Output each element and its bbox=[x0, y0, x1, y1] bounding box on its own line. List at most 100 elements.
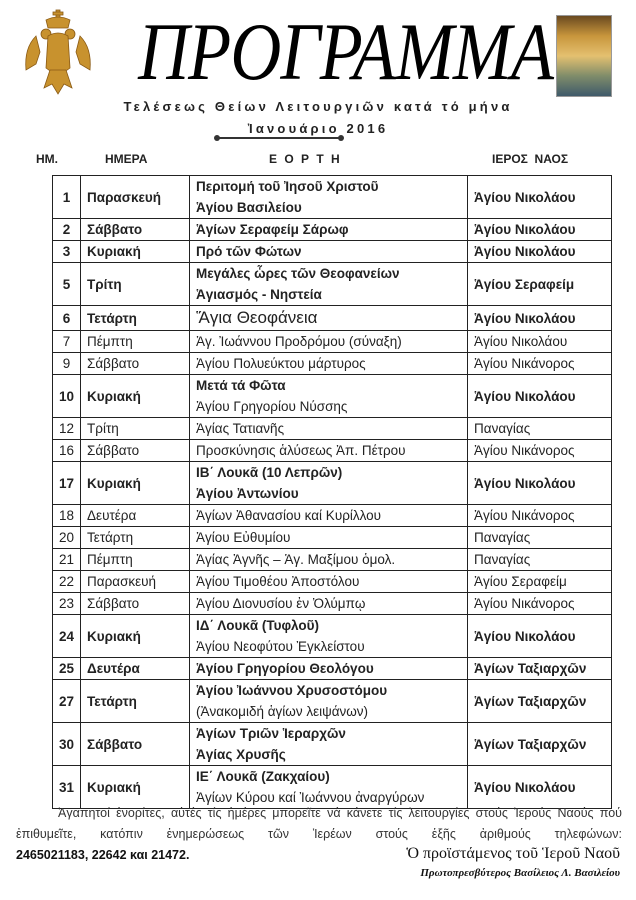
day-cell: 30 bbox=[51, 722, 82, 766]
feast-line: Μετά τά Φῶτα bbox=[196, 378, 286, 393]
church-cell: Ἁγίου Νικολάου bbox=[467, 240, 612, 263]
feast-cell: Μετά τά Φῶτα Ἁγίου Γρηγορίου Νύσσης bbox=[189, 374, 469, 418]
feast-line: ΙΕ΄ Λουκᾶ (Ζακχαίου) bbox=[196, 769, 330, 784]
church-cell: Παναγίας bbox=[467, 417, 612, 440]
feast-cell: Ἁγίου Διονυσίου ἐν Ὀλύμπῳ bbox=[189, 592, 469, 615]
day-cell: 5 bbox=[51, 262, 82, 306]
table-row: 23 Σάββατο Ἁγίου Διονυσίου ἐν Ὀλύμπῳ Ἁγίου … bbox=[51, 592, 612, 615]
theophany-icon-image bbox=[556, 15, 612, 97]
double-headed-eagle-emblem bbox=[25, 9, 91, 95]
day-cell: 22 bbox=[51, 570, 82, 593]
church-cell: Ἁγίου Νικολάου bbox=[467, 765, 612, 809]
table-row: 21 Πέμπτη Ἁγίας Ἁγνῆς – Ἁγ. Μαξίμου ὁμολ. Π… bbox=[51, 548, 612, 571]
feast-line: Πρό τῶν Φώτων bbox=[196, 244, 302, 259]
day-cell: 1 bbox=[51, 175, 82, 219]
table-row: 17 Κυριακή ΙΒ΄ Λουκᾶ (10 Λεπρῶν) Ἁγίου Ἀντω… bbox=[51, 461, 612, 505]
decorative-divider bbox=[214, 135, 344, 141]
feast-line: Ἁγίου Τιμοθέου Ἀποστόλου bbox=[196, 574, 360, 589]
weekday-cell: Κυριακή bbox=[80, 461, 191, 505]
feast-line: Ἁγίας Χρυσῆς bbox=[196, 747, 286, 762]
weekday-cell: Σάββατο bbox=[80, 722, 191, 766]
weekday-cell: Τετάρτη bbox=[80, 679, 191, 723]
church-cell: Ἁγίων Ταξιαρχῶν bbox=[467, 657, 612, 680]
table-row: 31 Κυριακή ΙΕ΄ Λουκᾶ (Ζακχαίου) Ἁγίων Κύρου… bbox=[51, 765, 612, 809]
schedule-table: 1 Παρασκευή Περιτομή τοῦ Ἰησοῦ Χριστοῦ Ἁγίο… bbox=[51, 175, 612, 809]
feast-line: Ἁγ. Ἰωάννου Προδρόμου (σύναξη) bbox=[196, 334, 402, 349]
weekday-cell: Κυριακή bbox=[80, 765, 191, 809]
day-cell: 27 bbox=[51, 679, 82, 723]
church-cell: Παναγίας bbox=[467, 548, 612, 571]
weekday-cell: Κυριακή bbox=[80, 374, 191, 418]
feast-cell: Περιτομή τοῦ Ἰησοῦ Χριστοῦ Ἁγίου Βασιλείο… bbox=[189, 175, 469, 219]
feast-line: Ἁγίων Κύρου καί Ἰωάννου ἀναργύρων bbox=[196, 790, 425, 805]
table-row: 6 Τετάρτη Ἅγια Θεοφάνεια Ἁγίου Νικολάου bbox=[51, 305, 612, 331]
day-cell: 9 bbox=[51, 352, 82, 375]
table-row: 16 Σάββατο Προσκύνησις ἁλύσεως Ἀπ. Πέτρου Ἁ… bbox=[51, 439, 612, 462]
column-header-day: ΗΜ. bbox=[36, 152, 58, 166]
church-cell: Ἁγίου Νικάνορος bbox=[467, 439, 612, 462]
feast-line: Ἁγιασμός - Νηστεία bbox=[196, 287, 322, 302]
weekday-cell: Κυριακή bbox=[80, 614, 191, 658]
feast-cell: ΙΔ΄ Λουκᾶ (Τυφλοῦ) Ἁγίου Νεοφύτου Ἐγκλείσ… bbox=[189, 614, 469, 658]
feast-cell: Ἅγια Θεοφάνεια bbox=[189, 305, 469, 331]
feast-cell: Ἁγίας Τατιανῆς bbox=[189, 417, 469, 440]
table-row: 27 Τετάρτη Ἁγίου Ἰωάννου Χρυσοστόμου (Ἀνακο… bbox=[51, 679, 612, 723]
feast-cell: Ἁγίας Ἁγνῆς – Ἁγ. Μαξίμου ὁμολ. bbox=[189, 548, 469, 571]
signature-title: Ὁ προϊστάμενος τοῦ Ἱεροῦ Ναοῦ bbox=[406, 845, 620, 862]
feast-line: Ἁγίων Ἀθανασίου καί Κυρίλλου bbox=[196, 508, 382, 523]
feast-line: Ἁγίων Τριῶν Ἱεραρχῶν bbox=[196, 726, 346, 741]
phone-numbers: 2465021183, 22642 και 21472. bbox=[16, 848, 190, 862]
feast-line: Ἁγίου Ἰωάννου Χρυσοστόμου bbox=[196, 683, 388, 698]
day-cell: 31 bbox=[51, 765, 82, 809]
church-cell: Ἁγίου Νικολάου bbox=[467, 305, 612, 331]
table-row: 1 Παρασκευή Περιτομή τοῦ Ἰησοῦ Χριστοῦ Ἁγίο… bbox=[51, 175, 612, 219]
feast-line: ΙΔ΄ Λουκᾶ (Τυφλοῦ) bbox=[196, 618, 319, 633]
feast-line: Ἁγίας Ἁγνῆς – Ἁγ. Μαξίμου ὁμολ. bbox=[196, 552, 396, 567]
church-cell: Ἁγίου Σεραφείμ bbox=[467, 262, 612, 306]
table-row: 2 Σάββατο Ἁγίων Σεραφείμ Σάρωφ Ἁγίου Νικολά… bbox=[51, 218, 612, 241]
feast-cell: ΙΒ΄ Λουκᾶ (10 Λεπρῶν) Ἁγίου Ἀντωνίου bbox=[189, 461, 469, 505]
feast-line: Ἁγίου Πολυεύκτου μάρτυρος bbox=[196, 356, 366, 371]
feast-line: Ἁγίου Νεοφύτου Ἐγκλείστου bbox=[196, 639, 365, 654]
weekday-cell: Τετάρτη bbox=[80, 305, 191, 331]
table-row: 7 Πέμπτη Ἁγ. Ἰωάννου Προδρόμου (σύναξη) Ἁγί… bbox=[51, 330, 612, 353]
church-cell: Ἁγίου Νικάνορος bbox=[467, 352, 612, 375]
feast-cell: Ἁγίου Πολυεύκτου μάρτυρος bbox=[189, 352, 469, 375]
feast-cell: Ἁγίου Ἰωάννου Χρυσοστόμου (Ἀνακομιδή ἁγίω… bbox=[189, 679, 469, 723]
weekday-cell: Παρασκευή bbox=[80, 570, 191, 593]
day-cell: 18 bbox=[51, 504, 82, 527]
feast-cell: Ἁγίων Τριῶν Ἱεραρχῶν Ἁγίας Χρυσῆς bbox=[189, 722, 469, 766]
feast-line: Ἁγίου Γρηγορίου Θεολόγου bbox=[196, 661, 374, 676]
feast-line: Ἁγίας Τατιανῆς bbox=[196, 421, 285, 436]
church-cell: Ἁγίου Νικάνορος bbox=[467, 592, 612, 615]
table-row: 3 Κυριακή Πρό τῶν Φώτων Ἁγίου Νικολάου bbox=[51, 240, 612, 263]
feast-line: Ἁγίου Εὐθυμίου bbox=[196, 530, 291, 545]
feast-line: ΙΒ΄ Λουκᾶ (10 Λεπρῶν) bbox=[196, 465, 343, 480]
feast-line: Περιτομή τοῦ Ἰησοῦ Χριστοῦ bbox=[196, 179, 379, 194]
feast-line: Ἁγίου Ἀντωνίου bbox=[196, 486, 299, 501]
feast-cell: Ἁγίου Γρηγορίου Θεολόγου bbox=[189, 657, 469, 680]
day-cell: 3 bbox=[51, 240, 82, 263]
feast-cell: Ἁγίου Εὐθυμίου bbox=[189, 526, 469, 549]
column-header-weekday: ΗΜΕΡΑ bbox=[105, 152, 148, 166]
signature-name: Πρωτοπρεσβύτερος Βασίλειος Λ. Βασιλείου bbox=[420, 867, 620, 879]
day-cell: 6 bbox=[51, 305, 82, 331]
day-cell: 20 bbox=[51, 526, 82, 549]
column-header-feast: Ε Ο Ρ Τ Η bbox=[269, 152, 340, 166]
church-cell: Παναγίας bbox=[467, 526, 612, 549]
weekday-cell: Τετάρτη bbox=[80, 526, 191, 549]
feast-cell: Πρό τῶν Φώτων bbox=[189, 240, 469, 263]
church-cell: Ἁγίου Σεραφείμ bbox=[467, 570, 612, 593]
table-row: 22 Παρασκευή Ἁγίου Τιμοθέου Ἀποστόλου Ἁγίου… bbox=[51, 570, 612, 593]
weekday-cell: Πέμπτη bbox=[80, 548, 191, 571]
feast-cell: Ἁγίου Τιμοθέου Ἀποστόλου bbox=[189, 570, 469, 593]
weekday-cell: Παρασκευή bbox=[80, 175, 191, 219]
weekday-cell: Σάββατο bbox=[80, 352, 191, 375]
feast-line: Ἁγίου Βασιλείου bbox=[196, 200, 302, 215]
footer-note-text: Ἀγαπητοί ἐνορίτες, αὐτές τίς ἡμέρες μπορ… bbox=[16, 806, 622, 841]
table-row: 24 Κυριακή ΙΔ΄ Λουκᾶ (Τυφλοῦ) Ἁγίου Νεοφύτο… bbox=[51, 614, 612, 658]
table-row: 10 Κυριακή Μετά τά Φῶτα Ἁγίου Γρηγορίου Νύσ… bbox=[51, 374, 612, 418]
day-cell: 24 bbox=[51, 614, 82, 658]
church-cell: Ἁγίου Νικάνορος bbox=[467, 504, 612, 527]
weekday-cell: Σάββατο bbox=[80, 218, 191, 241]
